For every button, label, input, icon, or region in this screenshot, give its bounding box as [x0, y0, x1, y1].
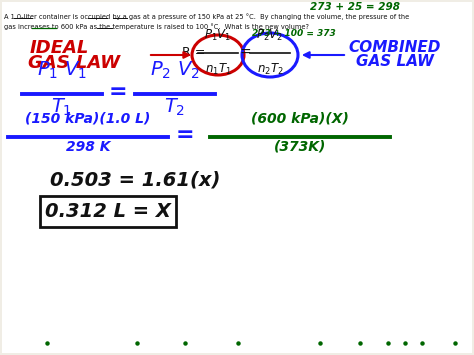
Text: (373K): (373K)	[274, 140, 326, 154]
Text: =: =	[109, 82, 128, 102]
Text: $T_2$: $T_2$	[164, 97, 186, 118]
Text: A 1.0-liter container is occupied by a gas at a pressure of 150 kPa at 25 °C.  B: A 1.0-liter container is occupied by a g…	[4, 13, 409, 20]
Text: GAS LAW: GAS LAW	[28, 54, 120, 72]
Text: =: =	[239, 46, 251, 60]
Text: GAS LAW: GAS LAW	[356, 54, 434, 69]
Text: gas increases to 600 kPa as the temperature is raised to 100 °C.  What is the ne: gas increases to 600 kPa as the temperat…	[4, 23, 309, 30]
Text: (150 kPa)(1.0 L): (150 kPa)(1.0 L)	[25, 111, 151, 125]
Text: $P_2\ V_2$: $P_2\ V_2$	[150, 60, 200, 81]
Text: 298 K: 298 K	[66, 140, 110, 154]
Text: $T_1$: $T_1$	[51, 97, 73, 118]
Text: $P_2V_2$: $P_2V_2$	[256, 28, 283, 43]
Text: IDEAL: IDEAL	[30, 39, 90, 57]
Text: R =: R =	[182, 47, 205, 60]
Text: 273 + 25 = 298: 273 + 25 = 298	[310, 2, 400, 12]
Text: $P_1V_1$: $P_1V_1$	[204, 28, 232, 43]
Text: =: =	[176, 125, 194, 145]
Text: $n_1T_1$: $n_1T_1$	[205, 62, 231, 77]
Text: COMBINED: COMBINED	[348, 40, 440, 55]
Text: 0.503 = 1.61(x): 0.503 = 1.61(x)	[50, 170, 220, 189]
Text: $P_1\ V_1$: $P_1\ V_1$	[37, 60, 87, 81]
Text: $n_2T_2$: $n_2T_2$	[257, 62, 283, 77]
Text: 0.312 L = X: 0.312 L = X	[45, 202, 171, 221]
Text: (600 kPa)(X): (600 kPa)(X)	[251, 111, 349, 125]
Text: 273 + 100 = 373: 273 + 100 = 373	[252, 29, 336, 38]
